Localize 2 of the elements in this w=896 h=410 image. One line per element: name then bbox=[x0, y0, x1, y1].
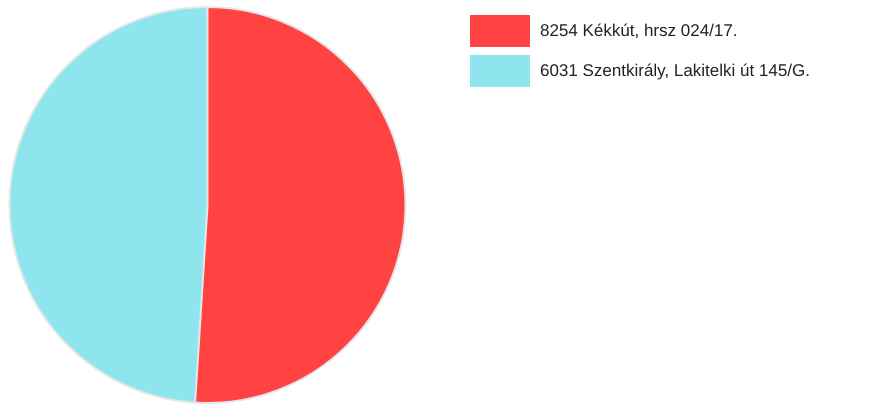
legend-label: 6031 Szentkirály, Lakitelki út 145/G. bbox=[540, 61, 810, 81]
legend-label: 8254 Kékkút, hrsz 024/17. bbox=[540, 21, 738, 41]
